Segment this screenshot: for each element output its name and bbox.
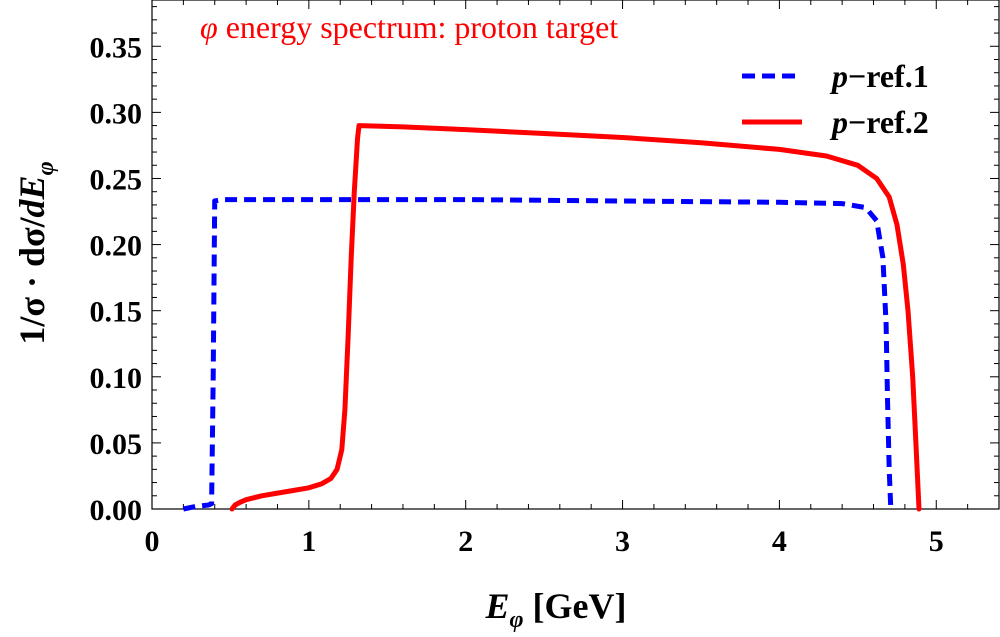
series-line-ref1 [182,197,894,512]
y-tick-label-0.05: 0.05 [90,428,143,461]
x-tick-label-0: 0 [145,525,160,558]
y-axis-title-E: E [12,175,52,200]
x-axis-title: Eφ [GeV] [484,586,626,633]
x-axis-title-sub: φ [510,607,524,633]
plot-frame [151,0,1000,510]
y-tick-label-0.35: 0.35 [90,31,143,64]
y-tick-label-0.1: 0.10 [90,362,143,395]
legend-ref1-rest: −ref.1 [848,58,929,94]
y-tick-label-0.25: 0.25 [90,163,143,196]
y-axis-title-pre: 1/σ · dσ/ [12,216,52,344]
legend-label-ref1: p−ref.1 [829,58,929,94]
x-tick-label-1: 1 [301,525,316,558]
x-tick-label-5: 5 [929,525,944,558]
plot-frame-rect [151,0,1000,510]
y-tick-label-0.2: 0.20 [90,230,143,263]
x-axis-title-unit: [GeV] [524,586,627,626]
legend-ref1-p: p [829,58,848,94]
legend-ref2-p: p [829,104,848,140]
x-tick-label-2: 2 [458,525,473,558]
y-axis-title-sub: φ [33,161,59,175]
series-line-ref2 [229,123,922,512]
y-tick-label-0: 0.00 [90,494,143,527]
series-layer [182,123,922,512]
legend-ref2-rest: −ref.2 [848,104,929,140]
y-axis-title: 1/σ · dσ/dEφ [12,161,59,344]
annotation-text: energy spectrum: proton target [218,9,619,45]
y-axis-title-d: d [12,198,52,217]
x-tick-label-3: 3 [615,525,630,558]
chart-annotation: φ energy spectrum: proton target [200,9,618,45]
y-tick-label-0.3: 0.30 [90,97,143,130]
y-tick-label-0.15: 0.15 [90,296,143,329]
legend-label-ref2: p−ref.2 [829,104,929,140]
legend: p−ref.1 p−ref.2 [742,58,929,140]
x-axis-title-E: E [484,586,509,626]
x-tick-label-4: 4 [772,525,787,558]
annotation-phi-symbol: φ [200,9,218,45]
axis-ticks: 0 1 2 3 4 5 0.00 0.05 0.10 0.15 0.20 0.25 0.30 0.35 [90,0,999,558]
